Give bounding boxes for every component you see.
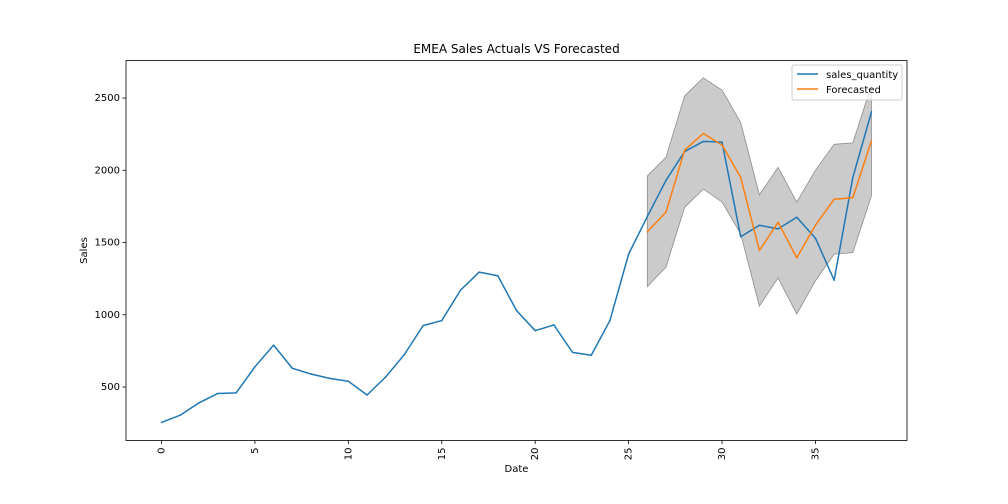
data-point-sales-quantity xyxy=(665,179,667,182)
y-axis: 500 1000 1500 2000 2500 xyxy=(95,93,126,393)
data-point-sales-quantity xyxy=(422,324,424,327)
y-tick-label: 1500 xyxy=(95,238,120,249)
data-point-forecasted xyxy=(702,132,705,135)
data-point-forecasted xyxy=(646,230,649,233)
data-point-sales-quantity xyxy=(814,237,817,239)
data-point-forecasted xyxy=(796,256,798,259)
data-point-forecasted xyxy=(777,221,779,224)
data-point-forecasted xyxy=(739,176,742,179)
data-point-sales-quantity xyxy=(571,351,574,354)
y-tick-label: 2500 xyxy=(95,93,120,104)
data-point-sales-quantity xyxy=(272,344,275,346)
data-point-sales-quantity xyxy=(291,367,294,370)
x-tick-label: 25 xyxy=(624,448,635,461)
confidence-band xyxy=(646,77,872,315)
data-point-sales-quantity xyxy=(384,376,387,378)
x-tick-label: 15 xyxy=(437,448,448,461)
data-point-sales-quantity xyxy=(497,275,499,277)
x-axis: 0 5 10 15 20 25 30 35 xyxy=(157,440,821,461)
data-point-sales-quantity xyxy=(721,141,723,143)
data-point-forecasted xyxy=(814,224,817,226)
series-group xyxy=(160,111,873,424)
data-point-forecasted xyxy=(852,197,854,199)
legend-label-forecasted: Forecasted xyxy=(826,85,881,96)
x-tick-label: 20 xyxy=(530,448,541,461)
data-point-sales-quantity xyxy=(739,236,742,238)
data-point-sales-quantity xyxy=(590,354,592,356)
data-point-sales-quantity xyxy=(459,289,462,291)
data-point-forecasted xyxy=(833,198,835,200)
data-point-sales-quantity xyxy=(160,421,163,424)
data-point-sales-quantity xyxy=(702,140,705,143)
legend: sales_quantity Forecasted xyxy=(791,64,903,101)
data-point-sales-quantity xyxy=(216,392,219,395)
data-point-sales-quantity xyxy=(179,414,181,416)
data-point-forecasted xyxy=(758,249,761,252)
plot-area-frame xyxy=(125,60,908,441)
y-tick-label: 500 xyxy=(101,382,120,393)
data-point-sales-quantity xyxy=(758,224,761,226)
data-point-sales-quantity xyxy=(627,253,630,255)
x-tick-label: 0 xyxy=(157,448,168,454)
y-axis-title: Sales xyxy=(79,237,90,264)
x-tick-label: 10 xyxy=(343,448,354,461)
data-point-forecasted xyxy=(870,139,873,142)
data-point-sales-quantity xyxy=(328,377,331,380)
data-point-forecasted xyxy=(683,149,686,151)
data-point-sales-quantity xyxy=(553,324,555,326)
x-tick-label: 5 xyxy=(250,448,261,454)
data-point-sales-quantity xyxy=(833,279,835,281)
x-tick-label: 30 xyxy=(717,448,728,461)
data-point-sales-quantity xyxy=(310,373,312,375)
data-point-sales-quantity xyxy=(609,319,611,322)
data-point-sales-quantity xyxy=(646,215,649,218)
y-tick-label: 2000 xyxy=(95,165,120,176)
data-point-sales-quantity xyxy=(478,271,480,273)
data-point-sales-quantity xyxy=(347,380,350,383)
data-point-forecasted xyxy=(665,211,667,213)
data-point-sales-quantity xyxy=(198,402,200,404)
data-point-sales-quantity xyxy=(534,329,536,332)
x-axis-title: Date xyxy=(505,464,529,475)
data-point-sales-quantity xyxy=(852,176,854,179)
data-point-sales-quantity xyxy=(254,366,256,368)
data-point-sales-quantity xyxy=(235,392,237,394)
chart-title: EMEA Sales Actuals VS Forecasted xyxy=(413,42,619,56)
data-point-forecasted xyxy=(721,144,723,146)
y-tick-label: 1000 xyxy=(95,310,120,321)
data-point-sales-quantity xyxy=(796,216,798,219)
legend-label-sales-quantity: sales_quantity xyxy=(826,70,898,81)
data-point-sales-quantity xyxy=(366,394,368,396)
legend-box xyxy=(791,64,903,101)
x-tick-label: 35 xyxy=(810,448,821,461)
data-point-sales-quantity xyxy=(403,353,406,356)
data-point-sales-quantity xyxy=(777,228,779,230)
data-point-sales-quantity xyxy=(441,319,443,322)
data-point-sales-quantity xyxy=(870,111,873,113)
data-point-sales-quantity xyxy=(515,309,518,312)
confidence-band-group xyxy=(646,77,872,315)
